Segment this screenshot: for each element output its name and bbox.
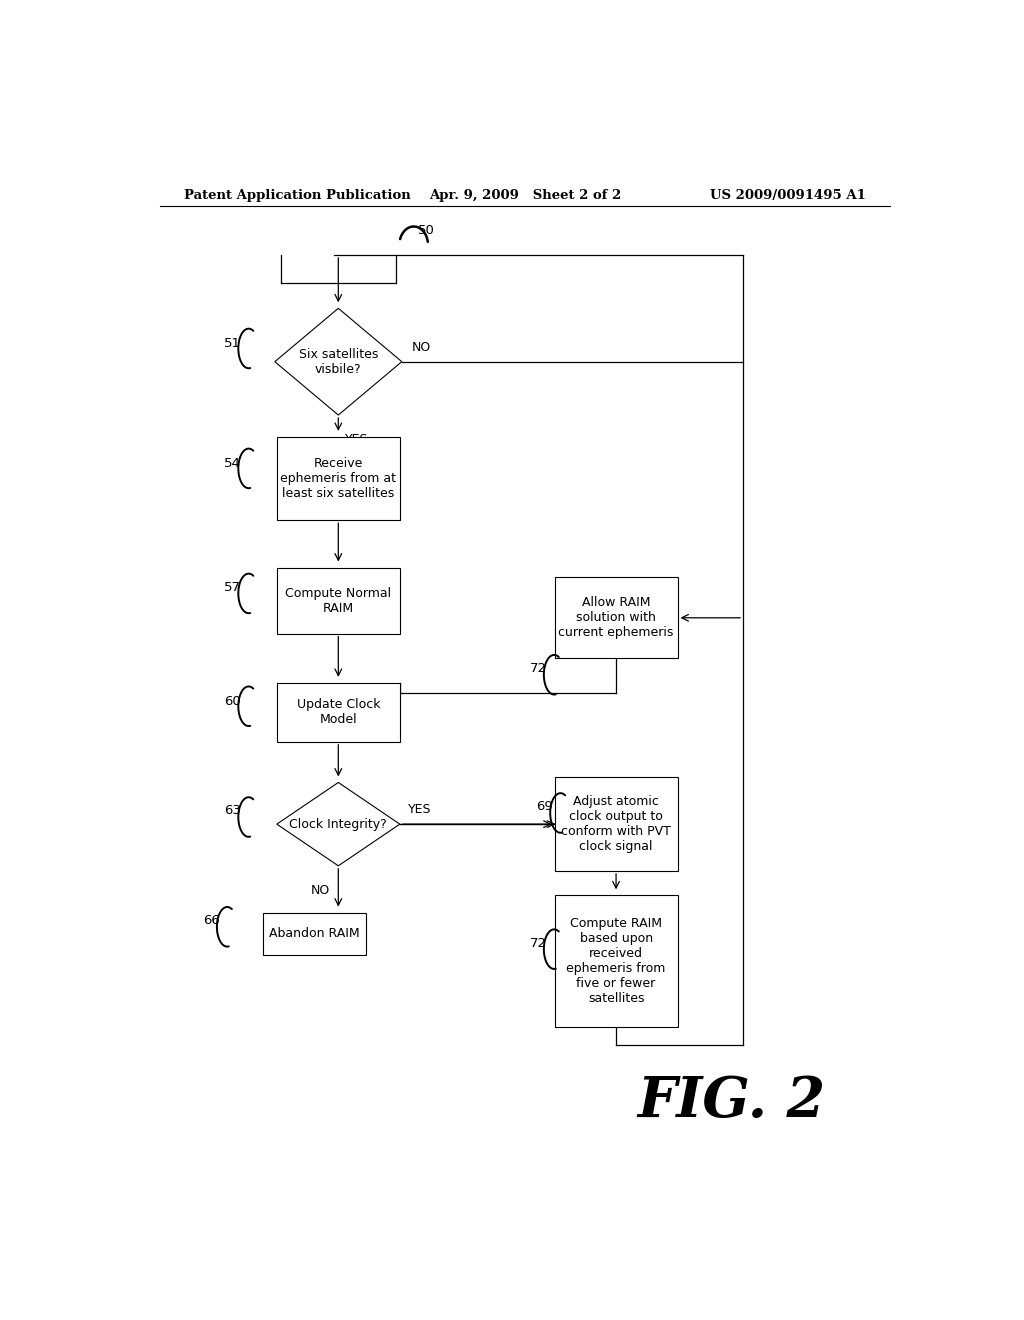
Polygon shape [274,309,401,414]
Text: 72: 72 [529,937,547,949]
FancyBboxPatch shape [276,568,399,634]
Text: 66: 66 [203,915,220,927]
Text: Clock Integrity?: Clock Integrity? [290,817,387,830]
Text: 63: 63 [224,804,242,817]
Text: YES: YES [408,803,431,816]
Text: NO: NO [412,341,430,354]
Text: US 2009/0091495 A1: US 2009/0091495 A1 [711,189,866,202]
Text: 50: 50 [418,223,434,236]
Text: Apr. 9, 2009   Sheet 2 of 2: Apr. 9, 2009 Sheet 2 of 2 [429,189,621,202]
Text: Receive
ephemeris from at
least six satellites: Receive ephemeris from at least six sate… [281,457,396,500]
Text: NO: NO [311,884,331,898]
Text: 60: 60 [224,694,241,708]
Text: 72: 72 [529,663,547,675]
Text: Compute Normal
RAIM: Compute Normal RAIM [286,586,391,615]
Text: YES: YES [345,433,369,446]
FancyBboxPatch shape [555,895,678,1027]
Text: Update Clock
Model: Update Clock Model [297,698,380,726]
Text: 54: 54 [224,457,242,470]
FancyBboxPatch shape [276,682,399,742]
Text: Six satellites
visbile?: Six satellites visbile? [299,347,378,376]
FancyBboxPatch shape [555,777,678,871]
Text: 57: 57 [224,581,242,594]
Text: 69: 69 [537,800,553,813]
Text: Allow RAIM
solution with
current ephemeris: Allow RAIM solution with current ephemer… [558,597,674,639]
FancyBboxPatch shape [555,577,678,659]
Text: FIG. 2: FIG. 2 [637,1074,825,1129]
FancyBboxPatch shape [276,437,399,520]
Text: Patent Application Publication: Patent Application Publication [183,189,411,202]
Text: 51: 51 [224,337,242,350]
Text: Abandon RAIM: Abandon RAIM [269,928,359,940]
FancyBboxPatch shape [263,912,367,956]
Text: Adjust atomic
clock output to
conform with PVT
clock signal: Adjust atomic clock output to conform wi… [561,795,671,853]
Text: Compute RAIM
based upon
received
ephemeris from
five or fewer
satellites: Compute RAIM based upon received ephemer… [566,917,666,1006]
Polygon shape [276,783,399,866]
